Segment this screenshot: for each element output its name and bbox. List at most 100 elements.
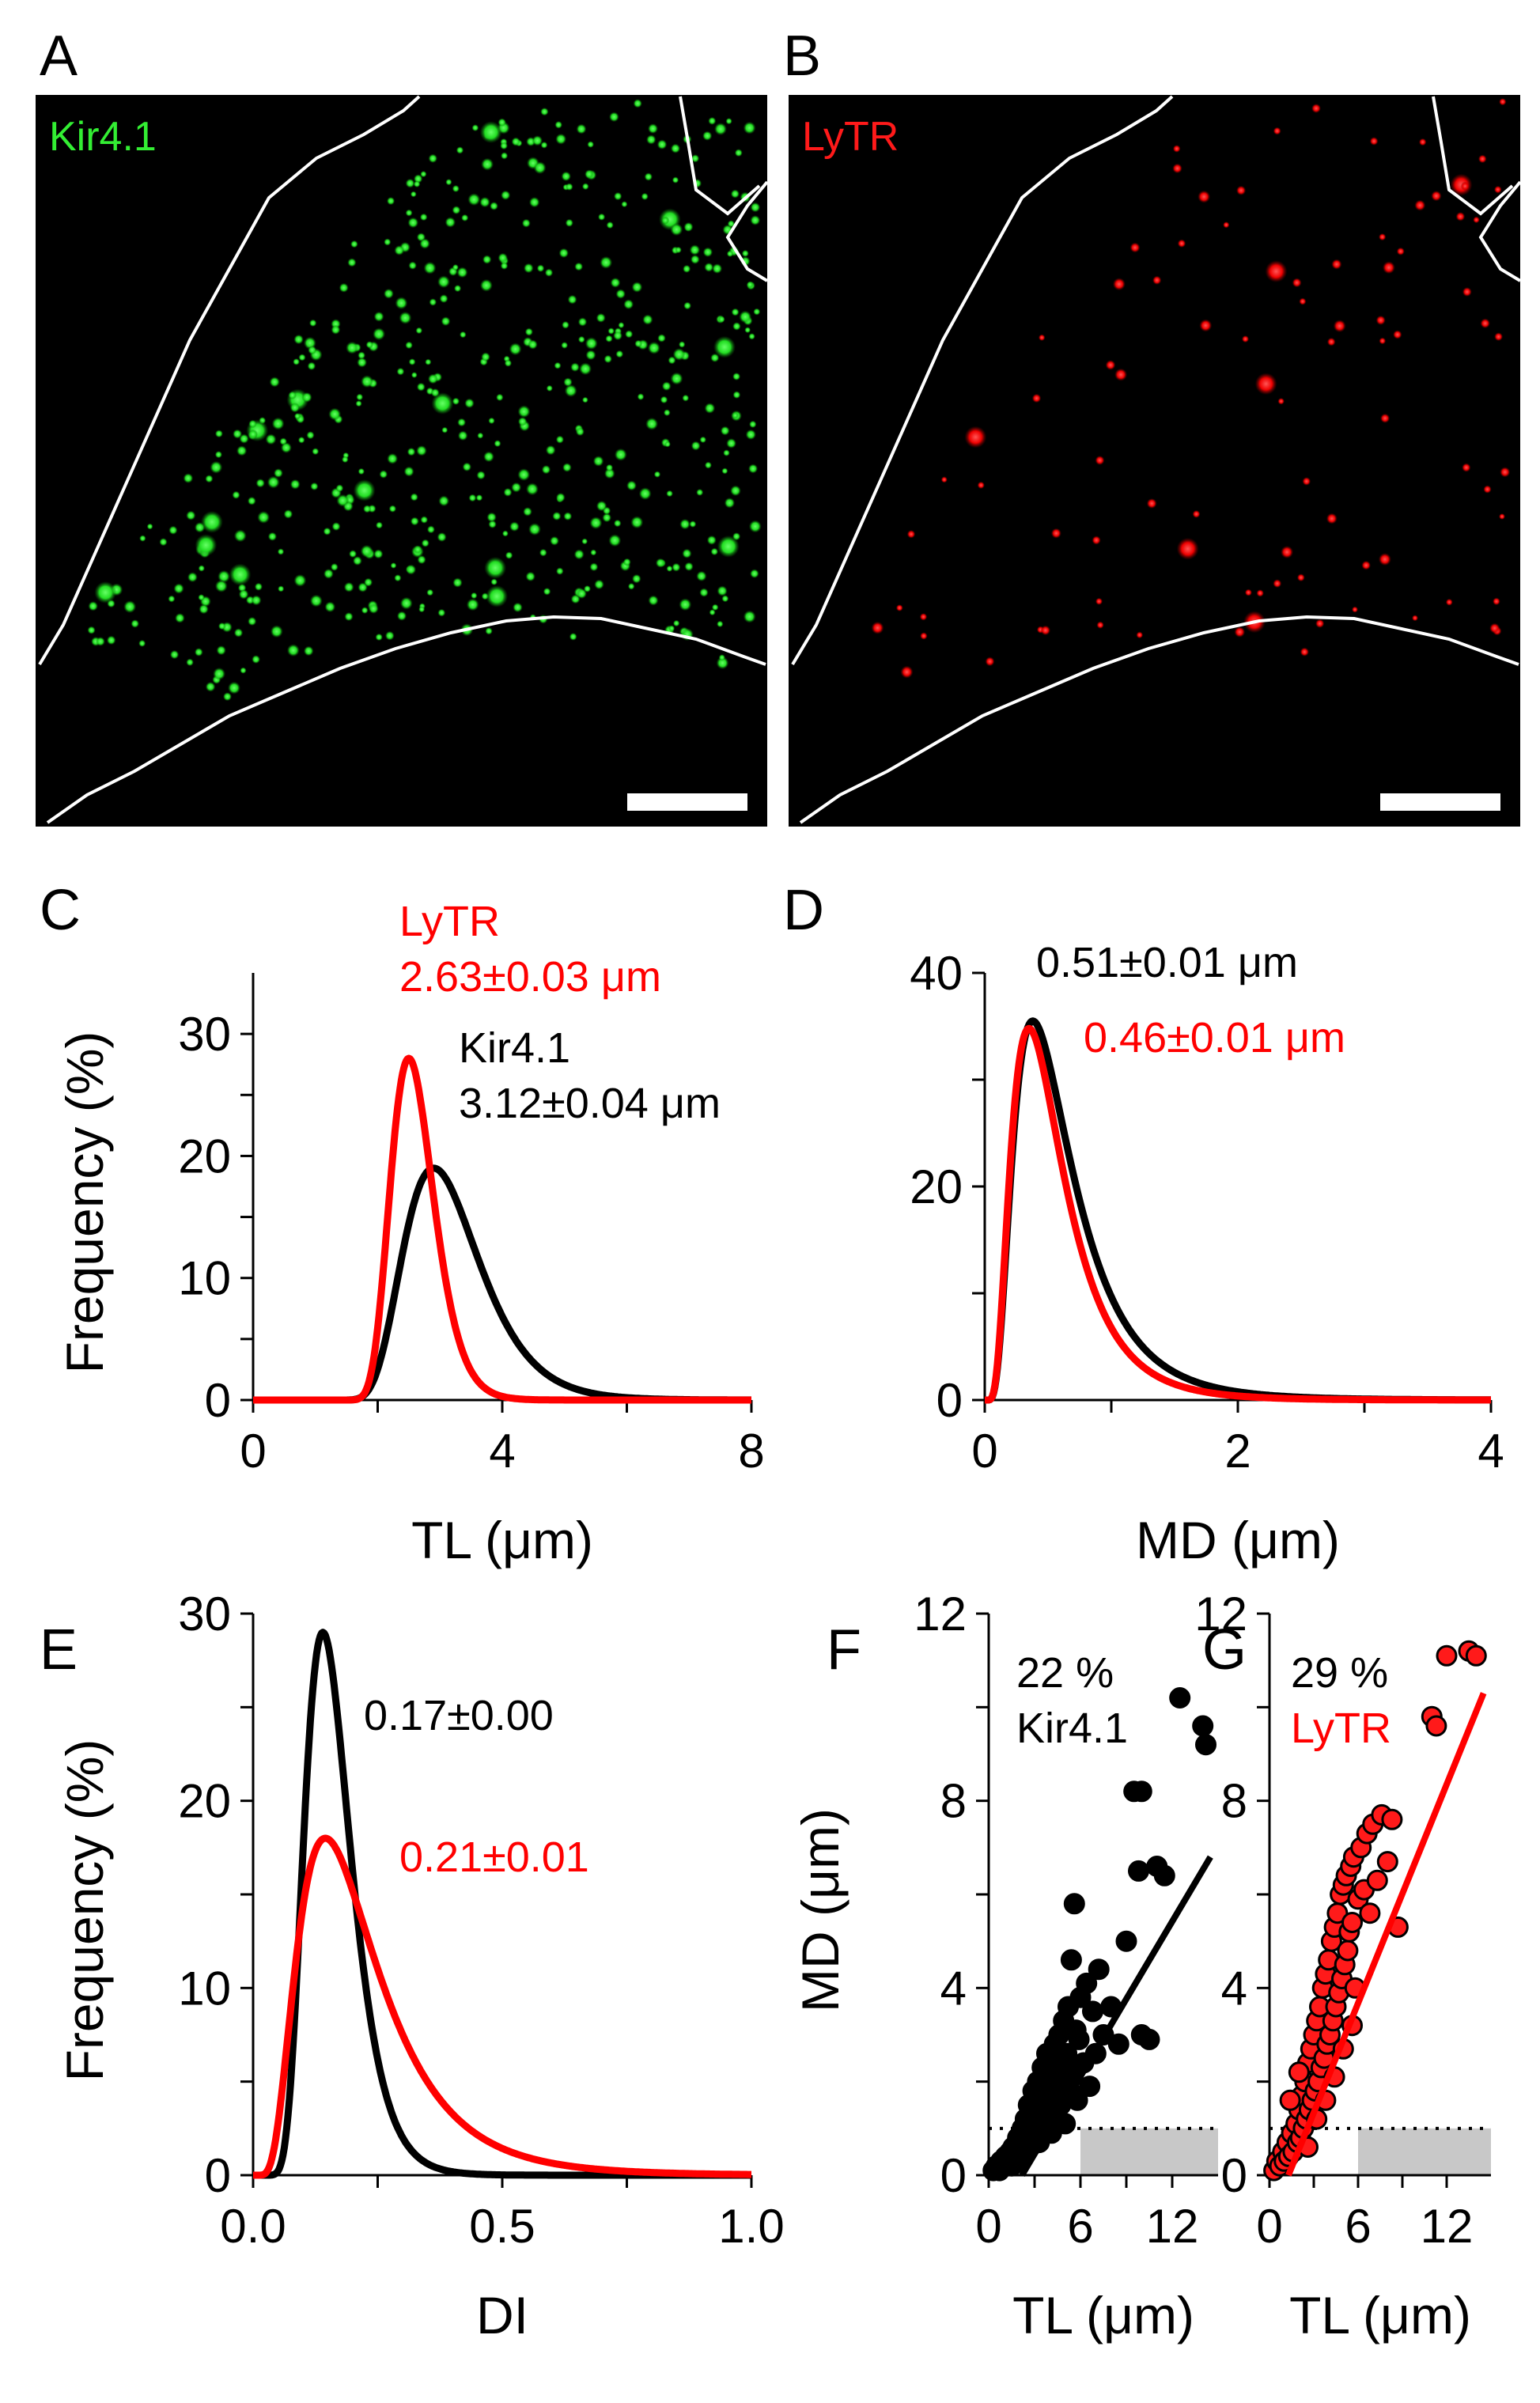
lytr-punctum (1326, 513, 1338, 524)
kir41-punctum (346, 341, 359, 354)
kir41-punctum (324, 601, 336, 613)
kir41-punctum (552, 511, 562, 521)
lytr-punctum (964, 426, 987, 448)
kir41-punctum (509, 342, 522, 356)
kir41-punctum (696, 570, 707, 582)
kir41-punctum (525, 482, 539, 496)
kir41-punctum (427, 373, 438, 384)
lytr-punctum (1105, 360, 1116, 370)
x-tick-label-d: 2 (1224, 1425, 1251, 1478)
lytr-punctum (1254, 373, 1277, 395)
data-point-g (1341, 1912, 1363, 1933)
kir41-punctum (670, 223, 683, 237)
y-tick-label-g: 0 (1221, 2149, 1247, 2202)
scale-bar-b (1380, 793, 1500, 811)
kir41-punctum (481, 352, 490, 362)
kir41-punctum (565, 183, 573, 191)
annotation-g: 29 % (1291, 1649, 1388, 1697)
kir41-punctum (672, 176, 679, 184)
kir41-punctum (540, 141, 548, 149)
kir41-punctum (666, 490, 673, 498)
kir41-punctum (625, 330, 634, 339)
lytr-punctum (1192, 509, 1201, 518)
kir41-punctum (496, 393, 504, 402)
kir41-punctum (577, 317, 588, 327)
data-point-g (1359, 1902, 1381, 1924)
kir41-punctum (672, 562, 681, 572)
kir41-punctum (500, 142, 509, 150)
data-point-g (1288, 2061, 1310, 2083)
kir41-punctum (682, 394, 690, 402)
kir41-punctum (375, 521, 384, 529)
kir41-punctum (562, 463, 572, 472)
kir41-punctum (410, 191, 417, 198)
kir41-punctum (524, 327, 533, 336)
kir41-punctum (717, 585, 728, 596)
kir41-punctum (690, 255, 700, 264)
lytr-punctum (1352, 606, 1358, 613)
kir41-punctum (498, 118, 506, 127)
kir41-punctum (564, 384, 577, 397)
kir41-punctum (360, 544, 373, 558)
kir41-punctum (511, 137, 520, 146)
kir41-punctum (265, 433, 277, 445)
lytr-punctum (1431, 191, 1442, 202)
kir41-punctum (615, 350, 624, 358)
kir41-punctum (365, 341, 373, 349)
panel-label-e: E (40, 1618, 78, 1682)
lytr-punctum (1302, 477, 1311, 486)
kir41-punctum (589, 562, 599, 572)
kir41-punctum (289, 479, 301, 490)
kir41-punctum (441, 316, 451, 327)
kir41-punctum (361, 607, 369, 615)
data-point-f (1056, 2042, 1078, 2064)
kir41-punctum (248, 419, 257, 429)
kir41-punctum (730, 189, 740, 199)
kir41-punctum (420, 516, 429, 524)
annotation-e: 0.21±0.01 (399, 1833, 589, 1881)
kir41-punctum (297, 436, 305, 444)
y-tick-label-c: 10 (178, 1252, 231, 1305)
kir41-punctum (471, 124, 479, 132)
kir41-punctum (368, 604, 379, 614)
kir41-punctum (308, 346, 317, 355)
lytr-punctum (1273, 127, 1281, 135)
x-axis-label-g: TL (μm) (1289, 2286, 1471, 2344)
kir41-punctum (613, 519, 622, 528)
kir41-punctum (413, 180, 421, 188)
annotation-d: 0.51±0.01 μm (1036, 939, 1298, 986)
kir41-punctum (419, 238, 430, 249)
kir41-punctum (406, 564, 417, 575)
kir41-punctum (608, 534, 622, 547)
kir41-punctum (732, 372, 741, 381)
x-tick-label-e: 0.0 (220, 2200, 286, 2253)
kir41-punctum (169, 649, 180, 660)
kir41-punctum (306, 431, 315, 440)
lytr-punctum (1393, 330, 1402, 339)
x-axis-label-d: MD (μm) (1136, 1511, 1340, 1569)
lytr-punctum (1414, 199, 1426, 211)
lytr-punctum (906, 530, 916, 539)
kir41-punctum (741, 249, 749, 257)
kir41-punctum (394, 245, 405, 255)
kir41-punctum (452, 184, 460, 193)
y-tick-label-d: 0 (936, 1374, 963, 1427)
kir41-punctum (641, 192, 649, 201)
kir41-punctum (347, 258, 357, 267)
kir41-punctum (732, 322, 741, 331)
kir41-punctum (106, 635, 116, 645)
kir41-punctum (456, 146, 464, 154)
kir41-punctum (278, 585, 285, 592)
kir41-punctum (555, 133, 567, 145)
kir41-punctum (732, 391, 741, 399)
series-line-kir41-d (982, 1017, 1493, 1404)
kir41-punctum (555, 492, 566, 502)
kir41-punctum (704, 403, 716, 414)
lytr-punctum (977, 481, 986, 490)
kir41-punctum (606, 221, 614, 229)
lytr-punctum (1112, 278, 1126, 291)
kir41-punctum (430, 388, 440, 398)
kir41-punctum (561, 342, 569, 349)
kir41-punctum (173, 583, 184, 594)
kir41-punctum (456, 267, 468, 278)
